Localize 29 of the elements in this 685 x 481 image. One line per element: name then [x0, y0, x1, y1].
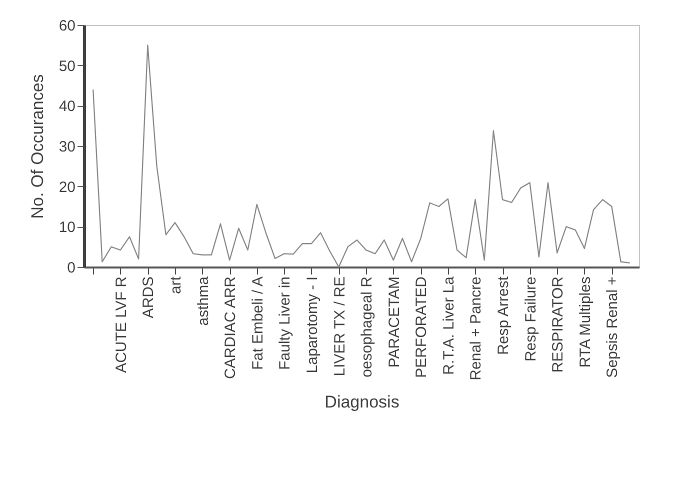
x-tick-label: ACUTE LVF R [112, 276, 130, 373]
y-tick-label: 10 [58, 219, 76, 236]
x-tick-label: Faulty Liver in [276, 276, 294, 370]
x-tick-label: R.T.A. Liver La [440, 276, 458, 375]
x-tick-label: RTA Multiples [576, 276, 594, 368]
y-tick-label: 60 [58, 18, 76, 34]
y-tick-label: 20 [58, 178, 76, 196]
x-axis-title: Diagnosis [324, 392, 400, 412]
x-tick-label: Fat Embeli / A [249, 276, 266, 370]
x-tick-label: PARACETAM [386, 276, 403, 368]
y-tick-label: 40 [58, 98, 76, 116]
x-tick-label: art [167, 276, 184, 294]
y-tick-label: 30 [58, 138, 76, 156]
y-tick-label: 0 [67, 260, 76, 276]
x-tick-label: oesophageal R [358, 276, 376, 378]
line-series [92, 44, 630, 268]
y-axis-title: No. Of Occurances [28, 74, 47, 219]
x-tick-label: asthma [194, 276, 212, 326]
x-tick-label: Laparotomy - I [304, 276, 321, 374]
x-tick-label: Sepsis Renal + [604, 276, 622, 378]
x-tick-label: RESPIRATOR [550, 276, 567, 373]
x-tick-label: LIVER TX / RE [331, 276, 348, 376]
x-tick-label: Resp Arrest [495, 276, 512, 355]
x-tick-label: Resp Failure [522, 276, 540, 362]
y-tick-label: 50 [58, 58, 76, 75]
x-tick-label: PERFORATED [413, 276, 430, 378]
x-tick-label: CARDIAC ARR [222, 276, 240, 380]
x-tick-label: ARDS [140, 276, 158, 318]
x-tick-label: Renal + Pancre [468, 276, 485, 380]
